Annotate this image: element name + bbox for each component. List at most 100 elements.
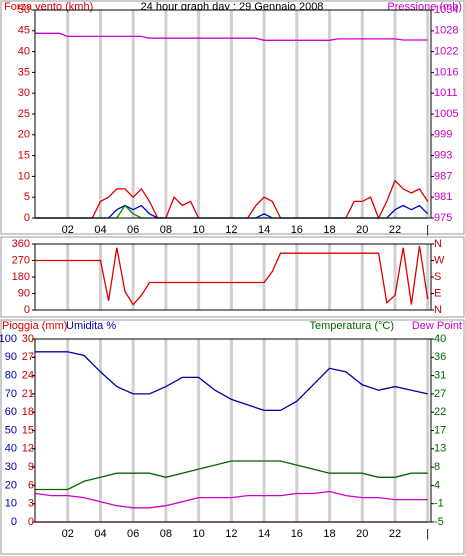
y-tick-label: 100 xyxy=(0,333,17,345)
x-tick-label: 12 xyxy=(225,224,237,236)
plot-frame xyxy=(34,9,432,219)
y-tick-label: 360 xyxy=(12,238,30,250)
y-tick-label: 5 xyxy=(24,191,30,203)
y-tick-label: 50 xyxy=(5,424,17,436)
legend-entry: Pioggia (mm) xyxy=(2,320,67,332)
x-tick-label: 14 xyxy=(258,224,270,236)
y-tick-label: 90 xyxy=(18,287,30,299)
x-tick-label: | xyxy=(426,528,429,540)
x-tick-label: 14 xyxy=(258,528,270,540)
x-tick-label: 22 xyxy=(389,528,401,540)
legend-entry: Forza vento (kmh) xyxy=(4,1,93,13)
plot-area xyxy=(35,244,431,310)
legend-entry: Dew Point xyxy=(412,320,462,332)
plot-area xyxy=(35,10,431,218)
y3-tick-label: 18 xyxy=(22,406,34,418)
y2-tick-label: 22 xyxy=(434,406,446,418)
y2-tick-label: W xyxy=(434,254,445,266)
y-tick-label: 20 xyxy=(18,129,30,141)
series-line xyxy=(34,490,428,509)
y2-tick-label: 987 xyxy=(434,170,452,182)
x-tick-label: 12 xyxy=(225,528,237,540)
series-line xyxy=(35,351,428,412)
y-tick-label: 60 xyxy=(5,406,17,418)
x-tick-label: | xyxy=(426,224,429,236)
legend-entry: Pressione (mb) xyxy=(387,1,462,13)
y-tick-label: 40 xyxy=(5,443,17,455)
y2-tick-label: 1022 xyxy=(434,46,458,58)
x-tick-label: 08 xyxy=(160,528,172,540)
legend-entry: Temperatura (°C) xyxy=(310,320,394,332)
y-tick-label: 270 xyxy=(12,254,30,266)
y-tick-label: 15 xyxy=(18,150,30,162)
x-tick-label: 18 xyxy=(323,224,335,236)
y-tick-label: 10 xyxy=(18,170,30,182)
y2-tick-label: 8 xyxy=(434,461,440,473)
y3-tick-label: 30 xyxy=(22,333,34,345)
series-line xyxy=(35,460,428,491)
y-tick-label: 80 xyxy=(5,370,17,382)
x-tick-label: 16 xyxy=(291,528,303,540)
y2-tick-label: 1011 xyxy=(434,87,458,99)
x-tick-label: 10 xyxy=(193,224,205,236)
x-tick-label: 22 xyxy=(389,224,401,236)
y-tick-label: 90 xyxy=(5,351,17,363)
y2-tick-label: S xyxy=(434,271,441,283)
series-line xyxy=(35,245,429,306)
y2-tick-label: 993 xyxy=(434,150,452,162)
y2-tick-label: 999 xyxy=(434,129,452,141)
y2-tick-label: N xyxy=(434,238,442,250)
y2-tick-label: 13 xyxy=(434,443,446,455)
y3-tick-label: 15 xyxy=(22,424,34,436)
x-tick-label: 20 xyxy=(356,224,368,236)
x-tick-label: 18 xyxy=(323,528,335,540)
y3-tick-label: 6 xyxy=(28,479,34,491)
y-tick-label: 0 xyxy=(11,516,17,528)
y-tick-label: 0 xyxy=(24,212,30,224)
y-tick-label: 10 xyxy=(5,498,17,510)
panel-frame xyxy=(0,319,465,555)
x-tick-label: 10 xyxy=(193,528,205,540)
y3-tick-label: 0 xyxy=(28,516,34,528)
y3-tick-label: 9 xyxy=(28,461,34,473)
y2-tick-label: -5 xyxy=(434,516,444,528)
y-tick-label: 20 xyxy=(5,479,17,491)
plot-frame xyxy=(34,338,432,523)
y-tick-label: 0 xyxy=(24,304,30,316)
y-tick-label: 180 xyxy=(12,271,30,283)
y-tick-label: 45 xyxy=(18,25,30,37)
y3-tick-label: 12 xyxy=(22,443,34,455)
x-tick-label: 02 xyxy=(62,224,74,236)
series-line xyxy=(35,32,428,41)
y3-tick-label: 24 xyxy=(22,370,34,382)
x-tick-label: 06 xyxy=(127,224,139,236)
x-tick-label: 04 xyxy=(94,528,106,540)
y2-tick-label: 1016 xyxy=(434,66,458,78)
x-tick-label: 06 xyxy=(127,528,139,540)
y2-tick-label: 31 xyxy=(434,370,446,382)
y-tick-label: 30 xyxy=(18,87,30,99)
y2-tick-label: 1028 xyxy=(434,25,458,37)
panel-frame xyxy=(0,0,465,235)
legend-entry: Umidita % xyxy=(66,320,116,332)
y2-tick-label: 40 xyxy=(434,333,446,345)
x-tick-label: 08 xyxy=(160,224,172,236)
plot-frame xyxy=(34,243,432,311)
y2-tick-label: 1034 xyxy=(434,4,458,16)
y2-tick-label: 975 xyxy=(434,212,452,224)
y2-tick-label: N xyxy=(434,304,442,316)
x-tick-label: 04 xyxy=(94,224,106,236)
y2-tick-label: 17 xyxy=(434,424,446,436)
panel-frame xyxy=(0,236,465,318)
y2-tick-label: -1 xyxy=(434,498,444,510)
y3-tick-label: 27 xyxy=(22,351,34,363)
x-tick-label: 16 xyxy=(291,224,303,236)
y-tick-label: 35 xyxy=(18,66,30,78)
y3-tick-label: 3 xyxy=(28,498,34,510)
y2-tick-label: 36 xyxy=(434,351,446,363)
x-tick-label: 02 xyxy=(62,528,74,540)
y2-tick-label: 4 xyxy=(434,479,440,491)
x-tick-label: 20 xyxy=(356,528,368,540)
y-tick-label: 30 xyxy=(5,461,17,473)
